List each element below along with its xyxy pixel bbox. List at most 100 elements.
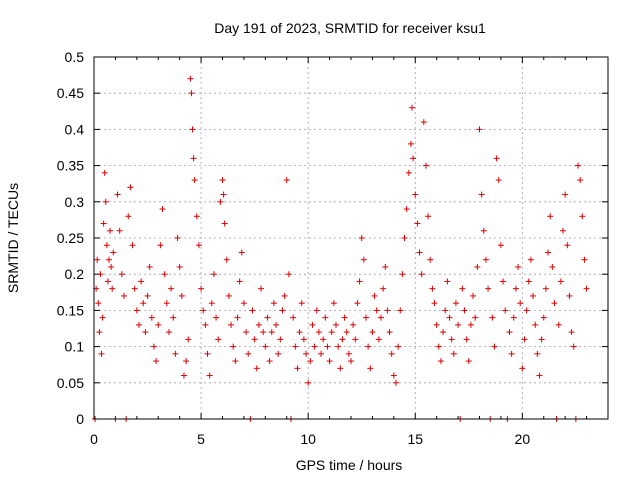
data-point — [114, 191, 121, 198]
data-point — [178, 292, 185, 299]
data-point — [110, 249, 117, 256]
data-point — [163, 300, 170, 307]
data-point — [253, 365, 260, 372]
data-point — [129, 242, 136, 249]
data-point — [416, 249, 423, 256]
data-point — [410, 155, 417, 162]
data-point — [193, 213, 200, 220]
data-point — [189, 126, 196, 133]
data-point — [185, 336, 192, 343]
data-point — [232, 358, 239, 365]
data-point — [245, 350, 252, 357]
data-point — [350, 321, 357, 328]
axis-ticks: 0 0.05 0.1 0.15 0.2 0.25 0.3 0.35 0.4 0.45 0.5 0 5 10… — [57, 49, 609, 447]
data-point — [510, 314, 517, 321]
data-point — [198, 285, 205, 292]
data-point — [577, 177, 584, 184]
data-point — [337, 365, 344, 372]
data-point — [105, 256, 112, 263]
data-point — [142, 329, 149, 336]
data-point — [215, 336, 222, 343]
data-point — [532, 321, 539, 328]
data-point — [157, 242, 164, 249]
grid-lines — [93, 56, 608, 420]
y-axis-label: SRMTID / TECUs — [5, 183, 21, 293]
data-point — [491, 343, 498, 350]
data-point — [427, 256, 434, 263]
data-point — [322, 314, 329, 321]
chart-title: Day 191 of 2023, SRMTID for receiver ksu… — [214, 20, 486, 36]
data-point — [555, 321, 562, 328]
x-axis-label: GPS time / hours — [296, 457, 403, 473]
data-point — [470, 292, 477, 299]
data-point — [339, 336, 346, 343]
data-point — [313, 307, 320, 314]
data-point — [217, 198, 224, 205]
data-point — [266, 358, 273, 365]
data-point — [448, 336, 455, 343]
data-point — [195, 242, 202, 249]
data-point — [384, 307, 391, 314]
data-point — [318, 350, 325, 357]
data-point — [418, 271, 425, 278]
data-point — [223, 256, 230, 263]
data-point — [138, 278, 145, 285]
y-tick-label: 0.25 — [57, 230, 84, 246]
data-point — [206, 372, 213, 379]
data-point — [146, 263, 153, 270]
data-point — [420, 119, 427, 126]
data-point — [150, 343, 157, 350]
data-point — [564, 242, 571, 249]
data-point — [476, 126, 483, 133]
data-point — [536, 372, 543, 379]
y-tick-label: 0 — [76, 411, 84, 427]
data-point — [521, 336, 528, 343]
data-point — [298, 300, 305, 307]
data-point — [382, 263, 389, 270]
data-point — [188, 90, 195, 97]
y-tick-label: 0.5 — [65, 49, 85, 65]
data-point — [367, 365, 374, 372]
data-point — [300, 336, 307, 343]
data-point — [180, 372, 187, 379]
data-point — [562, 191, 569, 198]
data-point — [435, 343, 442, 350]
data-points — [92, 75, 590, 422]
data-point — [461, 307, 468, 314]
data-point — [380, 285, 387, 292]
data-point — [98, 350, 105, 357]
data-point — [371, 292, 378, 299]
data-point — [566, 292, 573, 299]
data-point — [530, 292, 537, 299]
data-point — [159, 206, 166, 213]
data-point — [482, 256, 489, 263]
data-point — [429, 285, 436, 292]
data-point — [225, 292, 232, 299]
data-point — [472, 314, 479, 321]
data-point — [200, 307, 207, 314]
data-point — [517, 300, 524, 307]
data-point — [94, 256, 101, 263]
data-point — [174, 235, 181, 241]
data-point — [459, 285, 466, 292]
data-point — [144, 292, 151, 299]
data-point — [109, 285, 116, 292]
data-point — [397, 307, 404, 314]
data-point — [202, 321, 209, 328]
data-point — [354, 300, 361, 307]
data-point — [525, 278, 532, 285]
data-point — [283, 177, 290, 184]
data-point — [335, 343, 342, 350]
data-point — [444, 278, 451, 285]
data-point — [127, 184, 134, 191]
data-point — [527, 256, 534, 263]
data-point — [190, 155, 197, 162]
data-point — [534, 350, 541, 357]
data-point — [506, 329, 513, 336]
data-point — [133, 307, 140, 314]
data-point — [403, 206, 410, 213]
data-point — [135, 321, 142, 328]
data-point — [452, 300, 459, 307]
data-point — [307, 358, 314, 365]
